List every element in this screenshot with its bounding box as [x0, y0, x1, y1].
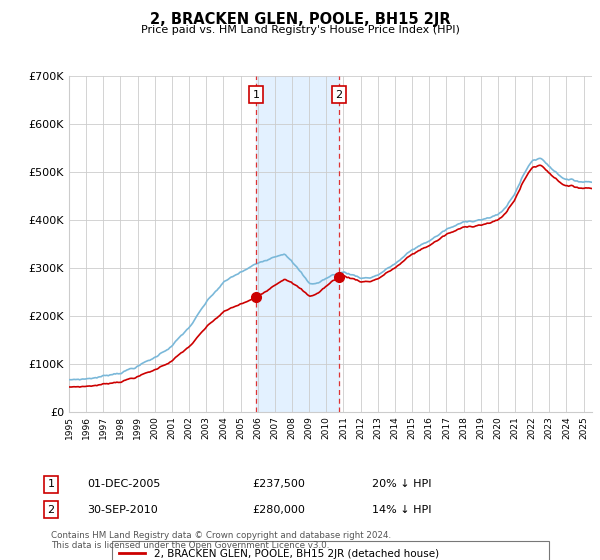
Text: 1: 1 — [47, 479, 55, 489]
Text: 01-DEC-2005: 01-DEC-2005 — [87, 479, 160, 489]
Text: 2: 2 — [47, 505, 55, 515]
Text: 1: 1 — [253, 90, 260, 100]
Legend: 2, BRACKEN GLEN, POOLE, BH15 2JR (detached house), HPI: Average price, detached : 2, BRACKEN GLEN, POOLE, BH15 2JR (detach… — [112, 542, 549, 560]
Bar — [256, 76, 339, 412]
Text: 2, BRACKEN GLEN, POOLE, BH15 2JR: 2, BRACKEN GLEN, POOLE, BH15 2JR — [149, 12, 451, 27]
Text: £280,000: £280,000 — [252, 505, 305, 515]
Text: £237,500: £237,500 — [252, 479, 305, 489]
Text: Price paid vs. HM Land Registry's House Price Index (HPI): Price paid vs. HM Land Registry's House … — [140, 25, 460, 35]
Text: 30-SEP-2010: 30-SEP-2010 — [87, 505, 158, 515]
Text: 20% ↓ HPI: 20% ↓ HPI — [372, 479, 431, 489]
Text: 14% ↓ HPI: 14% ↓ HPI — [372, 505, 431, 515]
Text: 2: 2 — [335, 90, 343, 100]
Text: Contains HM Land Registry data © Crown copyright and database right 2024.
This d: Contains HM Land Registry data © Crown c… — [51, 530, 391, 550]
